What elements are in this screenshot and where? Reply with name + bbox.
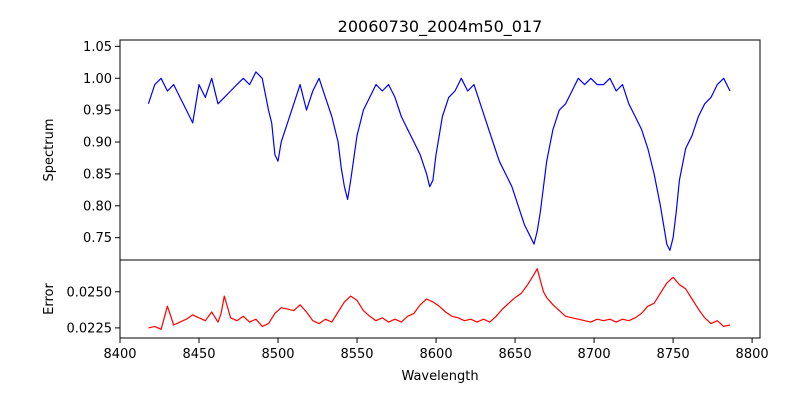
x-tick-label: 8500 (261, 347, 294, 362)
spectrum-y-tick-label: 0.85 (83, 167, 112, 182)
spectrum-plot-area (147, 71, 731, 251)
error-series-line (148, 268, 731, 330)
x-tick-label: 8450 (182, 347, 215, 362)
spectrum-y-tick-label: 0.75 (83, 231, 112, 246)
x-tick-label: 8650 (499, 347, 532, 362)
x-tick-label: 8800 (736, 347, 769, 362)
x-tick-label: 8750 (657, 347, 690, 362)
error-axes-frame (119, 259, 761, 339)
spectrum-y-tick-label: 0.90 (83, 136, 112, 151)
error-panel: 0.0225 0.0250 8400 8450 8500 8550 8600 8650 870… (42, 259, 769, 384)
error-y-label: Error (42, 283, 57, 315)
spectrum-y-tick-label: 1.05 (83, 40, 112, 55)
error-y-tick-label: 0.0250 (67, 285, 113, 300)
spectrum-y-tick-label: 0.80 (83, 199, 112, 214)
x-tick-label: 8600 (420, 347, 453, 362)
x-tick-label: 8400 (103, 347, 136, 362)
chart-title: 20060730_2004m50_017 (338, 17, 543, 37)
spectrum-y-tick-label: 0.95 (83, 104, 112, 119)
spectrum-y-label: Spectrum (42, 119, 57, 182)
spectrum-series-line (147, 71, 731, 251)
error-y-axis: 0.0225 0.0250 (67, 285, 120, 336)
x-tick-label: 8700 (578, 347, 611, 362)
error-y-tick-label: 0.0225 (67, 321, 113, 336)
error-x-axis: 8400 8450 8500 8550 8600 8650 8700 8750 8800 (103, 338, 769, 362)
x-tick-label: 8550 (340, 347, 373, 362)
x-axis-label: Wavelength (401, 369, 478, 384)
spectrum-y-axis: 0.75 0.80 0.85 0.90 0.95 1.00 1.05 (83, 40, 120, 246)
error-plot-area (148, 268, 731, 330)
spectrum-y-tick-label: 1.00 (83, 72, 112, 87)
